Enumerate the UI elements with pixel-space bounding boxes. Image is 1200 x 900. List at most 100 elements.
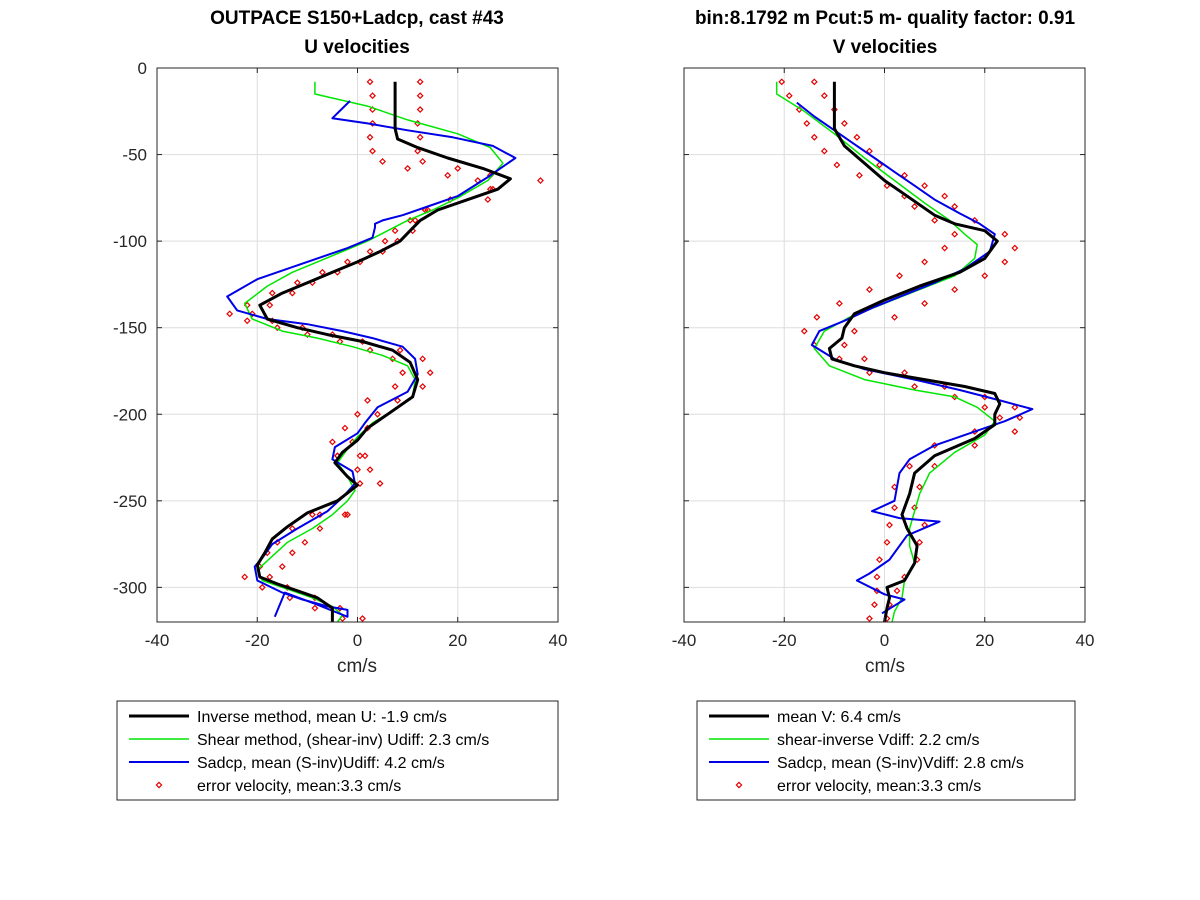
error-velocity-marker [356,452,364,460]
error-velocity-marker [416,133,424,141]
error-velocity-marker [241,573,249,581]
error-velocity-marker [810,78,818,86]
legend-entry: mean V: 6.4 cm/s [777,709,901,726]
error-velocity-marker [341,511,349,519]
x-tick-label: 40 [549,631,568,650]
error-velocity-marker [303,331,311,339]
error-velocity-marker [883,538,891,546]
x-tick-label: 40 [1076,631,1095,650]
legend: Inverse method, mean U: -1.9 cm/s Shear m… [116,700,559,801]
error-velocity-marker [369,119,376,127]
error-velocity-marker [316,525,324,532]
error-velocity-marker [354,466,361,474]
error-velocity-marker [258,583,266,591]
error-velocity-marker [820,147,828,155]
x-tick-label: 20 [448,631,467,650]
x-tick-label: -40 [672,631,697,650]
error-velocity-marker [344,511,351,519]
legend-entry: error velocity, mean:3.3 cm/s [197,778,401,795]
legend-entry: Sadcp, mean (S-inv)Vdiff: 2.8 cm/s [777,755,1024,772]
error-velocity-marker [941,192,949,200]
legend-marker [155,781,163,789]
y-tick-label: 0 [138,59,147,78]
legend-entry: Sadcp, mean (S-inv)Udiff: 4.2 cm/s [197,755,445,772]
error-velocity-marker [396,346,404,354]
series-line-inverse [255,81,512,622]
error-velocity-marker [404,164,412,172]
error-velocity-marker [288,549,296,557]
x-tick-label: 0 [353,631,362,650]
x-axis-label: cm/s [865,656,905,677]
error-velocity-marker [391,383,399,390]
error-velocity-marker [931,216,939,224]
error-velocity-marker [916,483,924,491]
error-velocity-marker [308,511,316,519]
series-line-sadcp [226,100,517,618]
error-velocity-marker [833,161,841,169]
error-velocity-marker [893,587,901,595]
error-velocity-marker [243,317,251,325]
error-velocity-marker [414,147,422,155]
error-velocity-marker [286,594,294,602]
error-velocity-marker [911,383,919,390]
error-velocity-marker [1001,258,1009,266]
error-velocity-marker [226,310,234,318]
error-velocity-marker [369,147,376,155]
legend-box [116,700,559,801]
x-tick-label: -20 [772,631,797,650]
error-velocity-marker [381,237,389,245]
error-velocity-marker [916,538,924,546]
error-velocity-marker [361,452,369,460]
error-velocity-marker [906,462,914,470]
plot-title-line2: U velocities [304,37,410,58]
error-velocity-marker [354,410,361,418]
error-velocity-marker [941,244,949,252]
error-velocity-marker [981,403,989,411]
y-tick-label: -100 [113,232,147,251]
error-velocity-marker [778,78,786,86]
error-velocity-marker [341,424,349,432]
legend-entry: shear-inverse Vdiff: 2.2 cm/s [777,732,979,749]
error-velocity-marker [374,410,381,418]
error-velocity-marker [873,573,881,581]
error-velocity-marker [419,158,427,165]
error-velocity-marker [369,92,376,100]
error-velocity-marker [971,441,979,449]
error-velocity-marker [871,601,878,609]
y-tick-label: -50 [122,146,147,165]
error-velocity-marker [800,327,808,335]
error-velocity-marker [366,248,374,255]
x-tick-label: 0 [880,631,889,650]
error-velocity-marker [876,556,883,564]
error-velocity-marker [853,133,861,141]
error-velocity-marker [921,182,929,190]
error-velocity-marker [840,341,848,349]
error-velocity-marker [850,327,858,335]
error-velocity-marker [366,466,374,474]
legend-entry: Inverse method, mean U: -1.9 cm/s [197,709,447,726]
error-velocity-marker [813,313,821,321]
plot-title-line1: bin:8.1792 m Pcut:5 m- quality factor: 0… [695,8,1076,29]
x-tick-label: -40 [145,631,170,650]
error-velocity-marker [785,92,793,100]
error-velocity-marker [911,203,919,210]
error-velocity-marker [866,369,873,377]
error-velocity-marker [301,538,309,546]
plot-area [226,78,544,622]
error-velocity-marker [248,310,256,318]
error-velocity-marker [886,521,893,529]
error-velocity-marker [951,230,959,238]
error-velocity-marker [356,480,364,487]
error-velocity-marker [426,369,434,377]
y-tick-label: -150 [113,319,147,338]
error-velocity-marker [1011,244,1019,252]
error-velocity-marker [268,289,276,297]
error-velocity-marker [891,504,898,512]
error-velocity-marker [266,301,274,309]
error-velocity-marker [444,171,452,179]
series-line-shear [243,81,504,622]
error-velocity-marker [1001,230,1009,238]
error-velocity-marker [861,355,868,363]
axis-ticks: -40 -20 0 20 400-50-100-150-200-250-300 [113,59,567,650]
